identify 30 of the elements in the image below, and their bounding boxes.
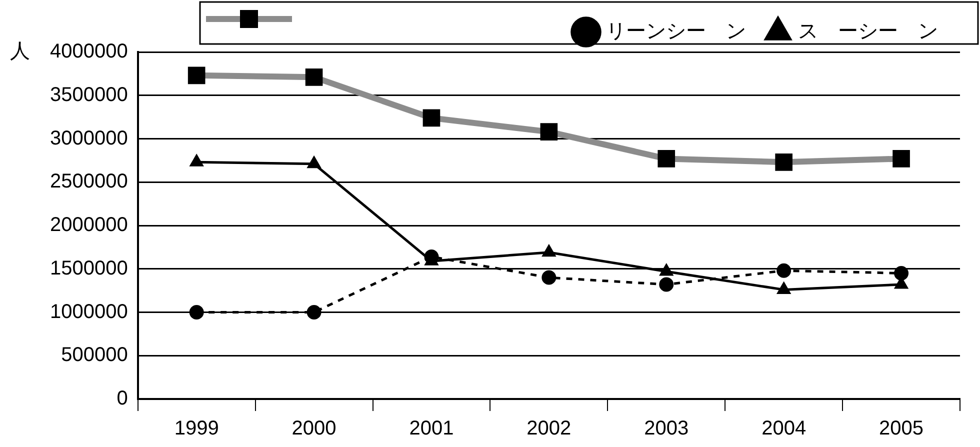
x-tick-label: 2004 (762, 418, 806, 440)
point (777, 282, 790, 294)
point (190, 154, 204, 166)
y-tick-label: 3000000 (50, 127, 128, 150)
point (659, 277, 674, 292)
point (542, 245, 556, 257)
x-tick-label: 2005 (879, 418, 924, 440)
legend-label: ス ーシー ン (798, 20, 938, 43)
y-tick-label: 1000000 (50, 300, 128, 323)
x-tick-label: 2000 (292, 418, 336, 440)
y-tick-label: 0 (116, 388, 128, 410)
x-tick-label: 2001 (409, 418, 454, 440)
point (894, 266, 909, 280)
point (660, 264, 673, 276)
y-axis-title: 人 (10, 40, 30, 63)
y-tick-label: 1500000 (50, 257, 128, 280)
y-tick-label: 2500000 (50, 170, 128, 193)
legend-label: リーンシー ン (606, 20, 746, 43)
x-tick-label: 2003 (644, 418, 689, 440)
point (306, 305, 322, 320)
point (542, 270, 556, 285)
y-tick-label: 4000000 (50, 40, 128, 63)
y-tick-label: 2000000 (50, 214, 128, 236)
point (776, 263, 792, 278)
y-tick-label: 500000 (61, 344, 128, 366)
x-tick-label: 1999 (174, 418, 219, 440)
point (189, 305, 204, 320)
y-tick-label: 3500000 (50, 84, 128, 106)
x-tick-label: 2002 (526, 418, 572, 440)
point (308, 156, 320, 168)
